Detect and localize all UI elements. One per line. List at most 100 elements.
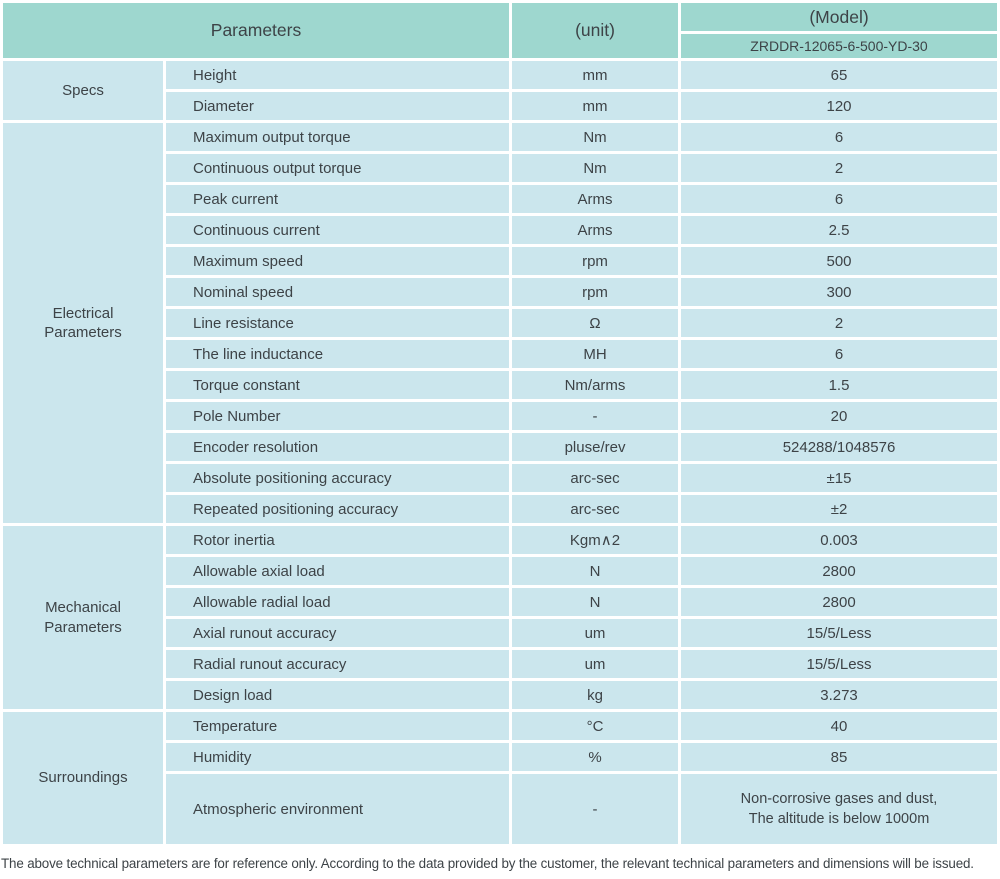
parameter-unit: MH bbox=[512, 340, 679, 368]
parameter-unit: rpm bbox=[512, 247, 679, 275]
parameter-unit: - bbox=[512, 774, 679, 844]
parameter-value: 1.5 bbox=[681, 371, 997, 399]
parameter-name: Maximum speed bbox=[166, 247, 510, 275]
parameter-name: Height bbox=[166, 61, 510, 89]
parameter-value: 6 bbox=[681, 340, 997, 368]
parameter-name: Torque constant bbox=[166, 371, 510, 399]
parameter-name: Temperature bbox=[166, 712, 510, 740]
section-label-cell: Mechanical Parameters bbox=[3, 526, 163, 709]
parameter-unit: rpm bbox=[512, 278, 679, 306]
table-row: Absolute positioning accuracy arc-sec ±15 bbox=[3, 464, 997, 492]
table-row: Repeated positioning accuracy arc-sec ±2 bbox=[3, 495, 997, 523]
parameter-name: Radial runout accuracy bbox=[166, 650, 510, 678]
section-label: Specs bbox=[62, 81, 104, 99]
parameter-unit: um bbox=[512, 650, 679, 678]
table-row: Radial runout accuracy um 15/5/Less bbox=[3, 650, 997, 678]
parameter-name: Atmospheric environment bbox=[166, 774, 510, 844]
header-row-top: Parameters (unit) (Model) bbox=[3, 3, 997, 58]
parameter-value: 120 bbox=[681, 92, 997, 120]
parameter-value: ±15 bbox=[681, 464, 997, 492]
section-label-cell: Specs bbox=[3, 61, 163, 120]
table-row: Line resistance Ω 2 bbox=[3, 309, 997, 337]
parameter-name: Peak current bbox=[166, 185, 510, 213]
parameter-value-line: The altitude is below 1000m bbox=[748, 811, 930, 827]
section-label: Mechanical Parameters bbox=[44, 599, 122, 636]
table-row: Humidity% 85 bbox=[3, 743, 997, 771]
parameter-value: 2 bbox=[681, 309, 997, 337]
table-row: Specs Height mm 65 bbox=[3, 61, 997, 120]
parameter-unit: - bbox=[512, 402, 679, 430]
parameter-unit: mm bbox=[512, 61, 679, 89]
header-parameters: Parameters bbox=[3, 3, 510, 58]
parameter-value: ±2 bbox=[681, 495, 997, 523]
parameter-unit: Nm bbox=[512, 123, 679, 151]
parameter-value-line: Non-corrosive gases and dust, bbox=[740, 791, 938, 807]
header-row-model: ZRDDR-12065-6-500-YD-30 bbox=[3, 34, 997, 58]
parameter-value: 15/5/Less bbox=[681, 619, 997, 647]
table-row: Maximum speed rpm 500 bbox=[3, 247, 997, 275]
parameter-name: Humidity bbox=[166, 743, 510, 771]
parameter-name: Allowable radial load bbox=[166, 588, 510, 616]
parameter-name: Rotor inertia bbox=[166, 526, 510, 554]
parameter-unit: kg bbox=[512, 681, 679, 709]
parameter-unit: Arms bbox=[512, 185, 679, 213]
parameter-name: Pole Number bbox=[166, 402, 510, 430]
parameter-unit: Nm/arms bbox=[512, 371, 679, 399]
parameters-table: Parameters (unit) (Model) ZRDDR-12065-6-… bbox=[3, 3, 997, 844]
parameter-unit: Ω bbox=[512, 309, 679, 337]
parameter-name: Encoder resolution bbox=[166, 433, 510, 461]
parameter-unit: N bbox=[512, 557, 679, 585]
table-row: Electrical Parameters Maximum output torq… bbox=[3, 123, 997, 523]
table-body: Specs Height mm 65 Diameter mm 120 Electrical P… bbox=[3, 61, 997, 844]
section-label: Electrical Parameters bbox=[44, 304, 122, 342]
parameter-unit: Kgm∧2 bbox=[512, 526, 679, 554]
table-row: Torque constant Nm/arms 1.5 bbox=[3, 371, 997, 399]
table-row: Axial runout accuracy um 15/5/Less bbox=[3, 619, 997, 647]
section-label-cell: Electrical Parameters bbox=[3, 123, 163, 523]
header-model: (Model) bbox=[681, 3, 997, 31]
parameter-unit: arc-sec bbox=[512, 464, 679, 492]
table-row: Pole Number -20 bbox=[3, 402, 997, 430]
table-row: Surroundings Temperature °C 40 bbox=[3, 712, 997, 844]
parameter-unit: Nm bbox=[512, 154, 679, 182]
parameter-value: 2 bbox=[681, 154, 997, 182]
header-model-number: ZRDDR-12065-6-500-YD-30 bbox=[681, 34, 997, 58]
parameter-value: 0.003 bbox=[681, 526, 997, 554]
parameter-unit: um bbox=[512, 619, 679, 647]
table-row: Diameter mm 120 bbox=[3, 92, 997, 120]
parameter-name: Absolute positioning accuracy bbox=[166, 464, 510, 492]
table-header: Parameters (unit) (Model) ZRDDR-12065-6-… bbox=[3, 3, 997, 58]
parameter-name: Line resistance bbox=[166, 309, 510, 337]
parameter-unit: % bbox=[512, 743, 679, 771]
table-row: Allowable radial load N 2800 bbox=[3, 588, 997, 616]
parameter-unit: N bbox=[512, 588, 679, 616]
parameter-unit: pluse/rev bbox=[512, 433, 679, 461]
section-label: Surroundings bbox=[38, 769, 128, 787]
parameter-value: 524288/1048576 bbox=[681, 433, 997, 461]
table-row: The line inductance MH 6 bbox=[3, 340, 997, 368]
table-row: Mechanical Parameters Rotor inertia Kgm∧2 0… bbox=[3, 526, 997, 709]
parameter-value: 300 bbox=[681, 278, 997, 306]
table-row: Peak current Arms 6 bbox=[3, 185, 997, 213]
parameter-name: Diameter bbox=[166, 92, 510, 120]
parameter-value: 2800 bbox=[681, 557, 997, 585]
parameter-unit: °C bbox=[512, 712, 679, 740]
parameter-value: 3.273 bbox=[681, 681, 997, 709]
parameter-value: 40 bbox=[681, 712, 997, 740]
parameter-value: 15/5/Less bbox=[681, 650, 997, 678]
parameter-unit: Arms bbox=[512, 216, 679, 244]
table-row: Continuous current Arms 2.5 bbox=[3, 216, 997, 244]
parameter-name: Nominal speed bbox=[166, 278, 510, 306]
table-row: Allowable axial load N 2800 bbox=[3, 557, 997, 585]
parameter-name: The line inductance bbox=[166, 340, 510, 368]
parameter-value: Non-corrosive gases and dust, The altitud… bbox=[681, 774, 997, 844]
footer-note: The above technical parameters are for r… bbox=[1, 856, 974, 871]
parameter-value: 85 bbox=[681, 743, 997, 771]
parameter-name: Design load bbox=[166, 681, 510, 709]
parameter-name: Axial runout accuracy bbox=[166, 619, 510, 647]
table-row: Atmospheric environment - Non-corrosive ga… bbox=[3, 774, 997, 844]
parameter-unit: arc-sec bbox=[512, 495, 679, 523]
parameter-unit: mm bbox=[512, 92, 679, 120]
parameter-name: Allowable axial load bbox=[166, 557, 510, 585]
